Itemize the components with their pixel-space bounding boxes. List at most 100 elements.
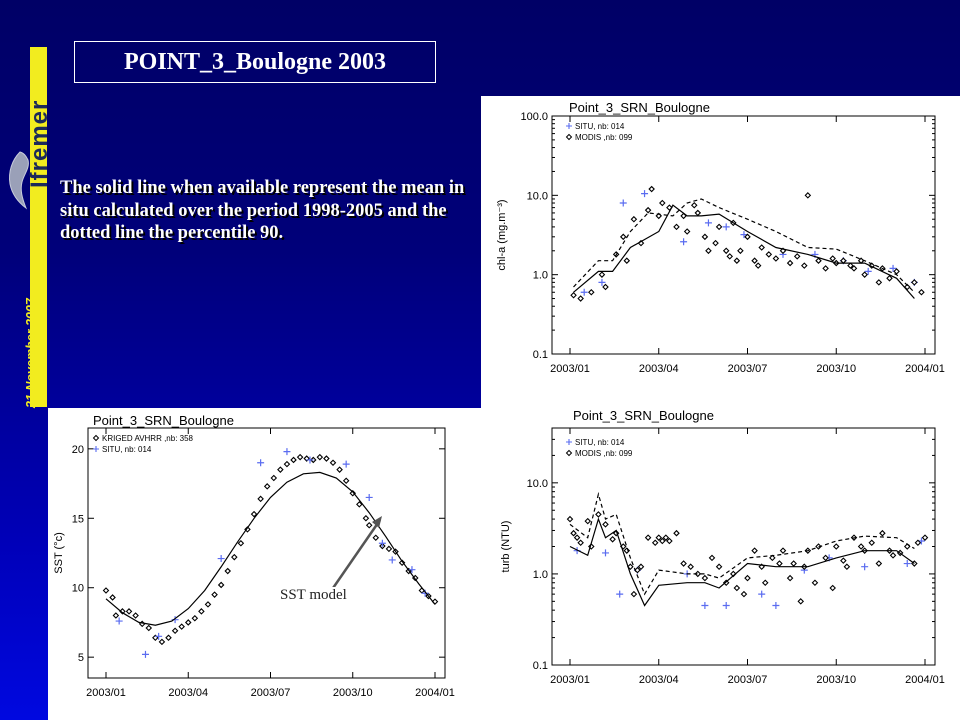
data-point-diamond xyxy=(198,608,205,615)
data-point-diamond xyxy=(602,283,609,291)
data-point-diamond xyxy=(914,539,922,547)
data-point-diamond xyxy=(109,594,116,601)
data-point-diamond xyxy=(125,608,133,615)
data-point-diamond xyxy=(277,466,284,473)
data-point-plus xyxy=(155,632,163,640)
data-point-plus xyxy=(704,219,712,227)
data-point-diamond xyxy=(829,584,836,592)
data-point-diamond xyxy=(270,474,278,482)
data-point-diamond xyxy=(687,563,694,570)
data-point-diamond xyxy=(630,590,638,598)
data-point-diamond xyxy=(231,553,238,561)
sst-chart: Point_3_SRN_Boulogne SST (°c) 5 10 15 20 2003/… xyxy=(53,413,455,699)
data-point-diamond xyxy=(772,255,780,262)
data-point-diamond xyxy=(744,233,751,241)
ifremer-logo-icon xyxy=(9,151,29,210)
data-point-diamond xyxy=(588,288,595,296)
data-point-diamond xyxy=(171,627,179,635)
data-point-plus xyxy=(342,460,350,468)
plot-frame xyxy=(551,115,936,355)
data-point-diamond xyxy=(385,545,393,553)
legend-marker-diamond xyxy=(565,133,573,141)
data-point-diamond xyxy=(790,560,797,567)
data-point-diamond xyxy=(566,515,574,523)
data-point-diamond xyxy=(740,590,748,598)
data-point-diamond xyxy=(217,581,225,589)
data-point-diamond xyxy=(619,233,627,241)
data-point-diamond xyxy=(316,453,324,461)
data-point-diamond xyxy=(786,574,794,582)
x-tick-label: 2003/07 xyxy=(728,363,768,375)
data-point-diamond xyxy=(323,455,330,462)
data-point-plus xyxy=(580,288,588,296)
data-point-diamond xyxy=(623,257,631,264)
data-point-diamond xyxy=(283,460,291,468)
data-point-diamond xyxy=(722,579,730,587)
data-point-diamond xyxy=(336,466,343,473)
data-point-diamond xyxy=(349,489,357,497)
legend-label: SITU, nb: 014 xyxy=(575,438,625,447)
y-tick-label: 0.1 xyxy=(533,660,548,672)
data-point-diamond xyxy=(570,529,577,537)
data-point-plus xyxy=(616,590,624,598)
data-point-diamond xyxy=(237,540,245,547)
x-tick-label: 2003/07 xyxy=(251,687,291,699)
turbidity-chart-panel: Point_3_SRN_Boulogne turb (NTU) 0.1 1.0 10.0… xyxy=(481,393,960,720)
data-point-diamond xyxy=(683,228,691,235)
percentile-90-line xyxy=(573,198,915,293)
data-point-diamond xyxy=(779,547,787,554)
sst-model-arrowhead xyxy=(372,516,382,528)
sidebar: Ifremer 21 November 2007 xyxy=(0,0,53,720)
x-tick-label: 2004/01 xyxy=(905,674,945,686)
x-tick-label: 2003/10 xyxy=(816,674,856,686)
data-point-diamond xyxy=(822,265,829,272)
chl-a-chart: Point_3_SRN_Boulogne chl-a (mg.m⁻³) 0.1 1.0… xyxy=(496,100,945,375)
x-tick-label: 2003/04 xyxy=(639,363,679,375)
data-point-diamond xyxy=(372,534,380,541)
data-point-diamond xyxy=(911,279,918,286)
data-point-diamond xyxy=(570,291,577,299)
data-point-diamond xyxy=(875,560,883,567)
data-point-diamond xyxy=(694,209,702,217)
data-point-diamond xyxy=(365,521,373,529)
data-point-diamond xyxy=(602,521,609,528)
data-point-diamond xyxy=(204,601,212,608)
data-point-diamond xyxy=(715,223,723,231)
data-point-diamond xyxy=(577,295,584,302)
data-point-diamond xyxy=(886,275,893,282)
data-point-diamond xyxy=(132,612,139,619)
data-point-diamond xyxy=(651,539,659,547)
data-point-diamond xyxy=(630,215,638,223)
data-point-diamond xyxy=(329,459,337,467)
legend-marker-plus xyxy=(566,439,572,445)
data-point-diamond xyxy=(119,608,126,615)
x-tick-label: 2003/10 xyxy=(333,687,373,699)
data-point-plus xyxy=(217,555,225,563)
y-tick-label: 20 xyxy=(72,444,84,456)
data-point-diamond xyxy=(822,554,829,562)
data-point-diamond xyxy=(158,638,166,646)
data-point-diamond xyxy=(690,201,698,209)
data-point-diamond xyxy=(655,212,663,220)
data-point-diamond xyxy=(857,543,865,550)
data-point-diamond xyxy=(722,247,730,255)
chart-title: Point_3_SRN_Boulogne xyxy=(93,413,234,428)
data-point-diamond xyxy=(708,554,716,562)
y-axis-label: SST (°c) xyxy=(53,532,65,573)
logo-bar xyxy=(30,47,47,407)
data-point-diamond xyxy=(751,257,758,264)
y-tick-label: 1.0 xyxy=(533,270,548,282)
y-tick-label: 10.0 xyxy=(527,190,548,202)
data-point-plus xyxy=(257,459,265,467)
data-point-diamond xyxy=(840,557,847,564)
y-tick-label: 15 xyxy=(72,513,84,525)
data-point-diamond xyxy=(761,579,769,587)
data-point-diamond xyxy=(648,185,655,193)
data-point-diamond xyxy=(793,253,801,260)
slide-description: The solid line when available represent … xyxy=(60,178,465,243)
data-point-diamond xyxy=(733,584,741,592)
y-tick-label: 100.0 xyxy=(520,111,548,123)
data-point-plus xyxy=(889,264,897,272)
x-tick-label: 2004/01 xyxy=(415,687,455,699)
